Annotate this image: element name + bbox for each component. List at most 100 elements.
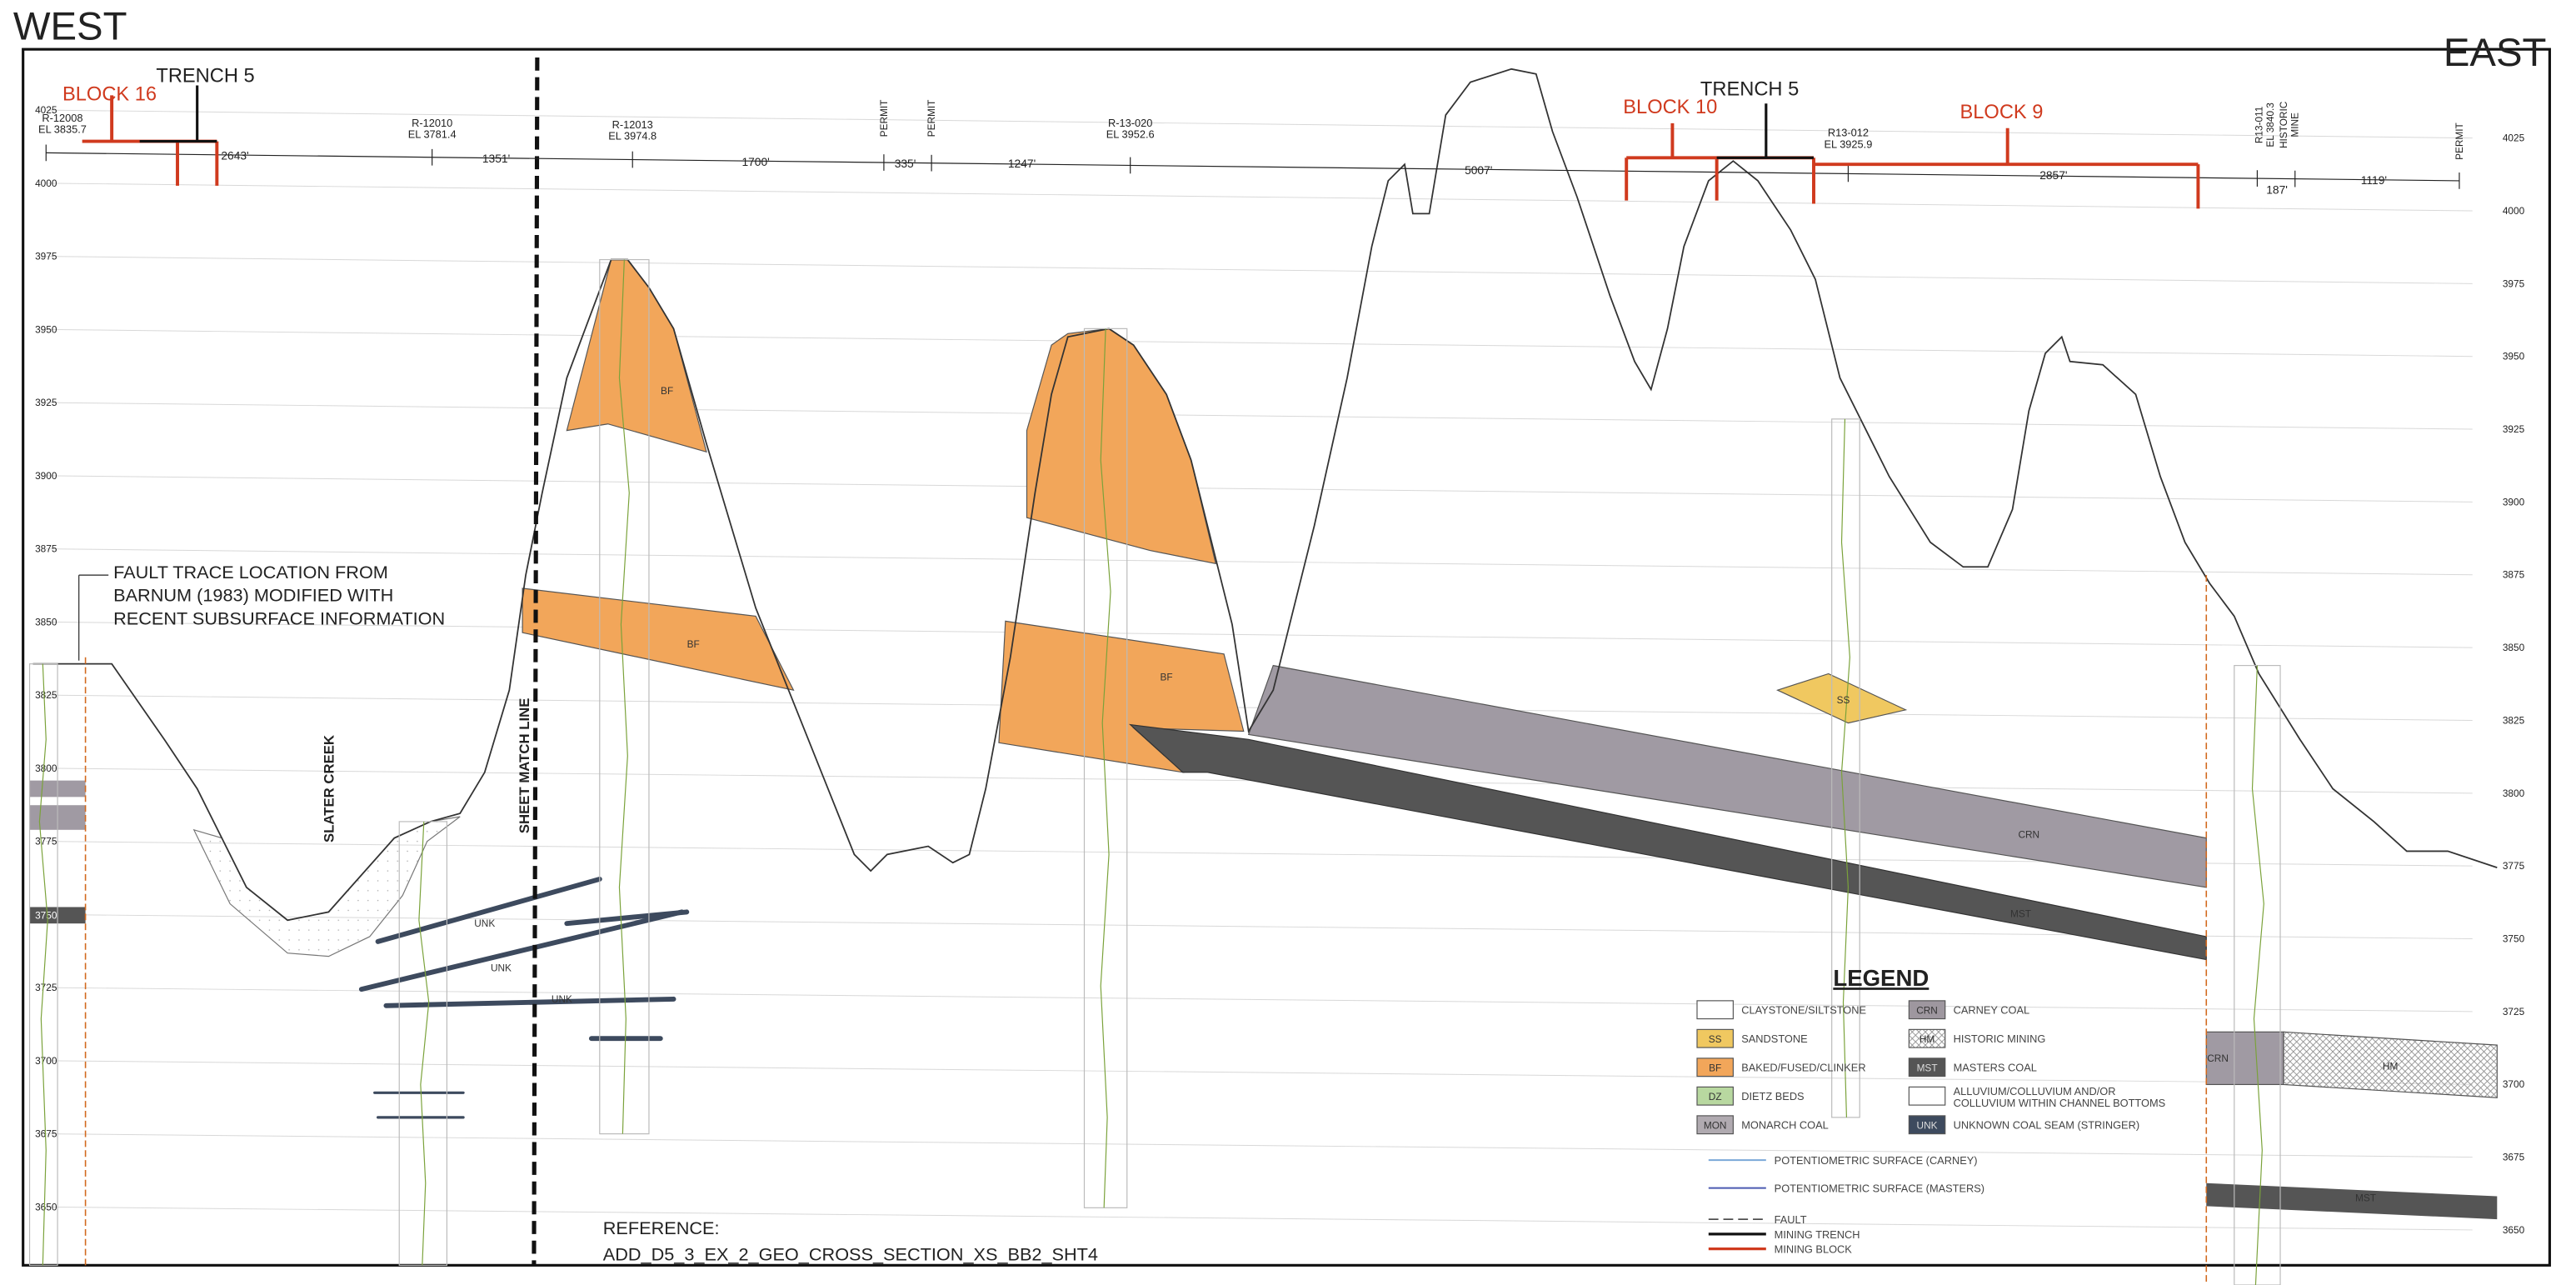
well-id: PERMIT bbox=[878, 100, 890, 138]
elevation-label: 3950 bbox=[35, 323, 57, 335]
ground-surface bbox=[32, 68, 2498, 922]
legend-label: POTENTIOMETRIC SURFACE (CARNEY) bbox=[1775, 1154, 1978, 1167]
east-title: EAST bbox=[2444, 31, 2547, 75]
legend-swatch bbox=[1908, 1028, 1946, 1048]
well bbox=[398, 821, 447, 1266]
elevation-label: 3775 bbox=[35, 836, 57, 848]
grid-line bbox=[46, 109, 2473, 139]
well-elevation: EL 3974.8 bbox=[608, 130, 656, 142]
elevation-label: 3975 bbox=[2503, 278, 2525, 289]
elevation-label: 3950 bbox=[2503, 351, 2525, 362]
annotation: FAULT TRACE LOCATION FROM bbox=[113, 562, 388, 582]
well-log bbox=[1100, 328, 1111, 1208]
legend-swatch bbox=[1696, 1086, 1734, 1106]
unknown-seam bbox=[358, 909, 685, 992]
elevation-label: 3925 bbox=[35, 397, 57, 408]
creek-label: SLATER CREEK bbox=[321, 735, 337, 842]
distance: 5007' bbox=[1465, 164, 1492, 177]
legend-label: SANDSTONE bbox=[1741, 1032, 1807, 1045]
distance: 1119' bbox=[2361, 174, 2387, 187]
legend-code: MST bbox=[1917, 1062, 1938, 1074]
elevation-label: 3975 bbox=[35, 251, 57, 262]
unit-label: CRN bbox=[2018, 829, 2039, 841]
legend-code: HM bbox=[1920, 1033, 1934, 1045]
legend-swatch bbox=[1908, 1086, 1946, 1106]
legend-swatch bbox=[1696, 1028, 1734, 1048]
legend-swatch bbox=[1696, 1000, 1734, 1020]
legend-label: DIETZ BEDS bbox=[1741, 1090, 1804, 1102]
reference-file: ADD_D5_3_EX_2_GEO_CROSS_SECTION_XS_BB2_S… bbox=[603, 1243, 1098, 1264]
legend-swatch bbox=[1696, 1115, 1734, 1135]
legend-label: HISTORIC MINING bbox=[1954, 1032, 2046, 1045]
elevation-label: 3900 bbox=[35, 470, 57, 482]
elevation-label: 3675 bbox=[35, 1128, 57, 1140]
legend-label: COLLUVIUM WITHIN CHANNEL BOTTOMS bbox=[1954, 1097, 2166, 1109]
well-id: R-13-020 bbox=[1108, 117, 1152, 129]
legend-code: SS bbox=[1709, 1033, 1722, 1045]
elevation-label: 3725 bbox=[35, 982, 57, 993]
unit-label: BF bbox=[687, 638, 700, 650]
mining-block bbox=[1813, 128, 2200, 209]
historic-mining bbox=[2283, 1031, 2498, 1098]
well-id: PERMIT bbox=[2454, 122, 2465, 160]
elevation-label: 4025 bbox=[2503, 132, 2525, 144]
elevation-label: 4025 bbox=[35, 104, 57, 116]
elevation-label: 3900 bbox=[2503, 496, 2525, 508]
masters-coal bbox=[2206, 1182, 2498, 1220]
legend-label: MINING TRENCH bbox=[1775, 1228, 1860, 1241]
unit-label: UNK bbox=[552, 993, 572, 1005]
distance: 1351' bbox=[482, 152, 510, 165]
well-elevation: EL 3781.4 bbox=[408, 128, 457, 141]
grid-line bbox=[46, 621, 2473, 648]
unknown-seam bbox=[564, 909, 690, 927]
elevation-label: 3850 bbox=[35, 616, 57, 628]
mining-trench bbox=[1716, 103, 1814, 159]
elevation-label: 3725 bbox=[2503, 1006, 2525, 1018]
well-id: R-12008 bbox=[42, 112, 82, 124]
unit-label: BF bbox=[661, 385, 673, 397]
trench-label: TRENCH 5 bbox=[1700, 78, 1799, 100]
well-id: PERMIT bbox=[926, 100, 937, 138]
grid-line bbox=[46, 1133, 2473, 1158]
unknown-seam bbox=[375, 876, 602, 944]
carney-coal bbox=[2205, 1031, 2284, 1086]
mining-trench bbox=[139, 85, 217, 143]
legend-title: LEGEND bbox=[1833, 965, 1929, 991]
well-elevation: EL 3835.7 bbox=[38, 123, 87, 136]
block-label: BLOCK 9 bbox=[1959, 102, 2043, 123]
grid-line bbox=[46, 913, 2473, 940]
well bbox=[1831, 418, 1860, 1118]
unit-label: UNK bbox=[474, 918, 495, 929]
unit-label: HM bbox=[2383, 1061, 2398, 1072]
elevation-label: 3650 bbox=[35, 1201, 57, 1212]
grid-line bbox=[46, 402, 2473, 430]
elevation-label: 4000 bbox=[35, 178, 57, 189]
well-id: R-12010 bbox=[412, 117, 452, 129]
legend-swatch bbox=[1908, 1115, 1946, 1135]
grid-line bbox=[46, 256, 2473, 284]
unknown-seam bbox=[383, 996, 676, 1008]
grid-line bbox=[46, 328, 2473, 358]
bf-layer bbox=[566, 258, 707, 453]
annotation: BARNUM (1983) MODIFIED WITH bbox=[113, 585, 393, 606]
legend-code: CRN bbox=[1916, 1005, 1938, 1017]
well-log bbox=[618, 259, 630, 1134]
bf-layer bbox=[522, 588, 795, 692]
reference-label: REFERENCE: bbox=[603, 1218, 720, 1238]
grid-line bbox=[46, 1206, 2473, 1231]
elevation-label: 3750 bbox=[2503, 932, 2525, 944]
elevation-label: 4000 bbox=[2503, 205, 2525, 217]
sheet-match-label: SHEET MATCH LINE bbox=[517, 698, 532, 834]
block-label: BLOCK 10 bbox=[1623, 97, 1717, 118]
elevation-label: 3925 bbox=[2503, 423, 2525, 435]
well-id: R13-011 bbox=[2253, 107, 2264, 144]
block-label: BLOCK 16 bbox=[62, 83, 157, 105]
legend-swatch bbox=[1908, 1000, 1946, 1020]
coal-elevation: 3750 bbox=[35, 909, 57, 921]
legend-swatch bbox=[1696, 1058, 1734, 1078]
distance: 335' bbox=[895, 158, 916, 170]
bf-layer bbox=[1026, 328, 1217, 565]
grid-line bbox=[46, 475, 2473, 502]
legend-label: ALLUVIUM/COLLUVIUM AND/OR bbox=[1954, 1085, 2116, 1098]
well-elevation: EL 3952.6 bbox=[1106, 128, 1155, 141]
